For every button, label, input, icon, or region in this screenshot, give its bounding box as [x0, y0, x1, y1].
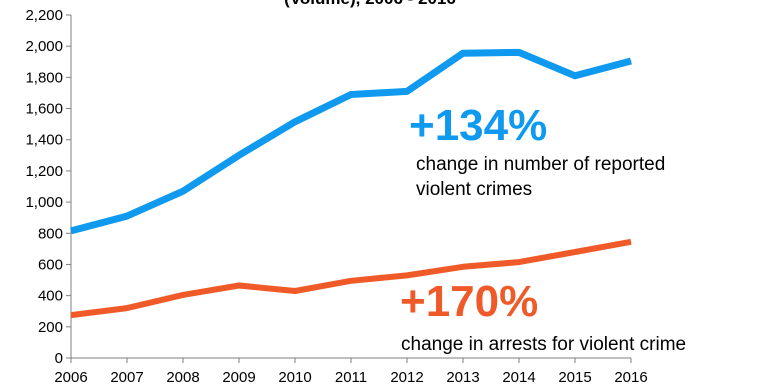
x-axis-ticks: 2006 2007 2008 2009 2010 2011 2012 2013 2014 2015…: [54, 358, 648, 386]
y-tick-label: 600: [38, 256, 63, 273]
data-point: [518, 51, 520, 53]
annotation-reported-percent: +134%: [409, 101, 547, 150]
data-point: [462, 52, 464, 54]
x-tick-label: 2008: [166, 369, 199, 386]
data-point: [126, 215, 128, 217]
data-point: [574, 75, 576, 77]
x-tick-label: 2009: [222, 369, 255, 386]
annotation-reported-text-line1: change in number of reported: [416, 154, 665, 175]
series-line-1: [70, 238, 632, 319]
y-tick-label: 200: [38, 319, 63, 336]
y-tick-label: 0: [55, 350, 63, 367]
x-tick-label: 2015: [558, 369, 591, 386]
y-tick-label: 400: [38, 288, 63, 305]
data-point: [126, 307, 128, 309]
x-tick-label: 2016: [614, 369, 647, 386]
x-tick-label: 2011: [335, 369, 367, 386]
x-tick-label: 2012: [390, 369, 423, 386]
data-point: [350, 94, 352, 96]
x-tick-label: 2014: [502, 369, 535, 386]
chart-title: (Volume), 2006 - 2016: [284, 0, 456, 8]
x-tick-label: 2010: [278, 369, 311, 386]
annotation-arrests-text-line1: change in arrests for violent crime: [401, 334, 686, 355]
data-point: [630, 60, 632, 62]
chart-title-group: (Volume), 2006 - 2016: [284, 0, 456, 8]
data-point: [70, 314, 72, 316]
data-point: [294, 121, 296, 123]
data-point: [294, 290, 296, 292]
data-point: [70, 230, 72, 232]
x-tick-label: 2013: [446, 369, 479, 386]
series-lines: [70, 48, 632, 319]
y-tick-label: 1,000: [25, 194, 63, 211]
y-tick-label: 1,800: [25, 69, 63, 86]
y-tick-label: 2,000: [25, 38, 63, 55]
x-tick-label: 2006: [54, 369, 87, 386]
y-tick-label: 2,200: [25, 7, 63, 24]
data-point: [406, 274, 408, 276]
annotation-arrests-percent: +170%: [400, 277, 538, 326]
y-tick-label: 800: [38, 225, 63, 242]
data-point: [630, 241, 632, 243]
annotation-reported-text-line2: violent crimes: [416, 179, 532, 200]
data-point: [182, 294, 184, 296]
data-point: [182, 190, 184, 192]
data-point: [238, 285, 240, 287]
y-tick-label: 1,200: [25, 163, 63, 180]
x-tick-label: 2007: [110, 369, 143, 386]
y-axis-ticks: 0 200 400 600 800 1,000 1,200 1,400 1,600 1,800 2,…: [25, 7, 71, 367]
y-tick-label: 1,400: [25, 132, 63, 149]
annotations: +134% change in number of reported viole…: [400, 101, 686, 355]
data-point: [574, 251, 576, 253]
data-point: [406, 90, 408, 92]
data-point: [462, 266, 464, 268]
data-point: [238, 154, 240, 156]
y-tick-label: 1,600: [25, 101, 63, 118]
data-point: [518, 261, 520, 263]
data-point: [350, 280, 352, 282]
